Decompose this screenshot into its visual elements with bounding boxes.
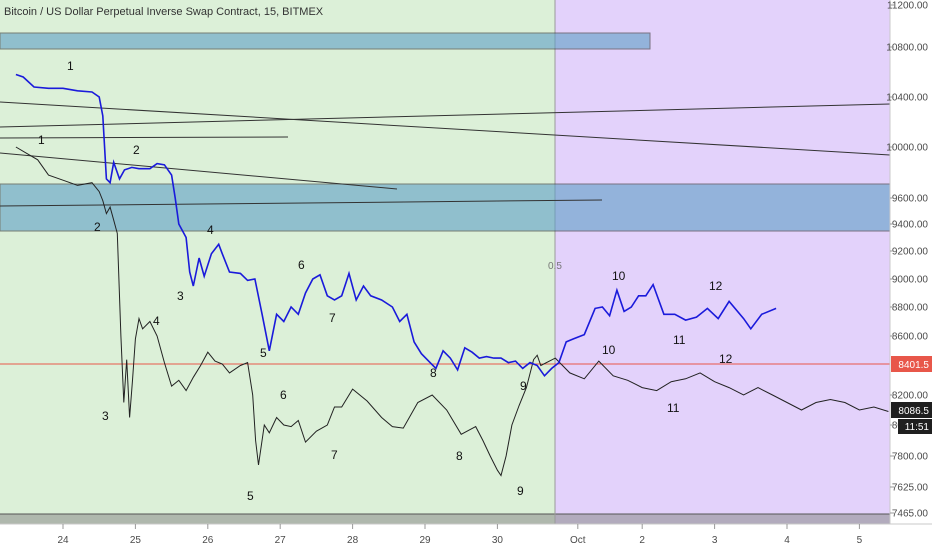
time-tick-label: 4 bbox=[784, 535, 790, 546]
proj-wave-label: 4 bbox=[207, 223, 214, 237]
price-tick-label: 10800.00 bbox=[886, 43, 928, 54]
last-price-tag: 8086.5 bbox=[891, 402, 932, 418]
price-tick-label: 7625.00 bbox=[892, 483, 929, 494]
actual-wave-label: 3 bbox=[102, 409, 109, 423]
proj-wave-label: 6 bbox=[298, 258, 305, 272]
wave-labels-actual: 1 2 3 4 5 6 7 8 9 10 11 12 bbox=[38, 133, 733, 503]
proj-wave-label: 1 bbox=[67, 59, 74, 73]
proj-wave-label: 10 bbox=[612, 269, 626, 283]
price-tick-label: 7800.00 bbox=[892, 452, 929, 463]
wave-labels-projection: 1 2 3 4 5 6 7 8 9 10 11 12 bbox=[67, 59, 723, 393]
actual-wave-label: 9 bbox=[517, 484, 524, 498]
time-tick-label: Oct bbox=[570, 535, 586, 546]
time-tick-label: 29 bbox=[419, 535, 431, 546]
bottom-band bbox=[0, 514, 890, 524]
actual-wave-label: 6 bbox=[280, 388, 287, 402]
fib-level-label: 0.5 bbox=[548, 261, 562, 272]
price-tick-label: 9000.00 bbox=[892, 275, 929, 286]
time-tick-label: 26 bbox=[202, 535, 214, 546]
actual-wave-label: 5 bbox=[247, 489, 254, 503]
price-tick-label: 11200.00 bbox=[887, 1, 928, 12]
price-tick-label: 9600.00 bbox=[892, 194, 929, 205]
proj-wave-label: 11 bbox=[673, 333, 686, 347]
actual-wave-label: 2 bbox=[94, 220, 101, 234]
price-tick-label: 8200.00 bbox=[892, 391, 929, 402]
proj-wave-label: 12 bbox=[709, 279, 723, 293]
time-axis-ticks: 24 25 26 27 28 29 30 Oct 2 3 4 5 bbox=[57, 524, 863, 546]
level-price-tag-text: 8401.5 bbox=[898, 360, 929, 371]
actual-wave-label: 4 bbox=[153, 314, 160, 328]
actual-wave-label: 1 bbox=[38, 133, 45, 147]
proj-wave-label: 9 bbox=[520, 379, 527, 393]
proj-wave-label: 2 bbox=[133, 143, 140, 157]
time-axis[interactable] bbox=[0, 524, 932, 550]
actual-wave-label: 8 bbox=[456, 449, 463, 463]
last-price-tag-text: 8086.5 bbox=[898, 406, 929, 417]
price-tick-label: 8600.00 bbox=[892, 332, 929, 343]
price-axis-ticks: 11200.00 10800.00 10400.00 10000.00 9600.00 9… bbox=[886, 1, 928, 520]
price-tick-label: 10000.00 bbox=[886, 143, 928, 154]
trendline-2[interactable] bbox=[0, 103, 891, 128]
actual-wave-label: 7 bbox=[331, 448, 338, 462]
level-price-tag: 8401.5 bbox=[891, 356, 932, 372]
actual-wave-label: 12 bbox=[719, 352, 733, 366]
time-tick-label: 5 bbox=[857, 535, 863, 546]
trendline-3[interactable] bbox=[0, 136, 289, 139]
price-tick-label: 9400.00 bbox=[892, 220, 929, 231]
proj-wave-label: 3 bbox=[177, 289, 184, 303]
proj-wave-label: 7 bbox=[329, 311, 336, 325]
support-zone[interactable] bbox=[0, 183, 891, 232]
proj-wave-label: 5 bbox=[260, 346, 267, 360]
resistance-zone[interactable] bbox=[0, 32, 651, 50]
history-background bbox=[0, 0, 555, 524]
time-tick-label: 3 bbox=[712, 535, 718, 546]
actual-wave-label: 11 bbox=[667, 401, 680, 415]
time-tick-label: 27 bbox=[275, 535, 287, 546]
price-tick-label: 7465.00 bbox=[892, 509, 929, 520]
time-tick-label: 25 bbox=[130, 535, 142, 546]
series-line-actual bbox=[15, 146, 889, 477]
trendline-4[interactable] bbox=[0, 152, 398, 190]
proj-wave-label: 8 bbox=[430, 366, 437, 380]
time-tick-label: 28 bbox=[347, 535, 359, 546]
countdown-tag: 11:51 bbox=[898, 419, 932, 434]
future-background bbox=[555, 0, 890, 524]
price-tick-label: 9200.00 bbox=[892, 247, 929, 258]
price-tick-label: 8800.00 bbox=[892, 303, 929, 314]
time-tick-label: 2 bbox=[639, 535, 645, 546]
chart-title: Bitcoin / US Dollar Perpetual Inverse Sw… bbox=[4, 6, 324, 18]
trendline-1[interactable] bbox=[0, 101, 891, 156]
time-tick-label: 24 bbox=[57, 535, 69, 546]
countdown-tag-text: 11:51 bbox=[905, 422, 930, 433]
trendline-5[interactable] bbox=[0, 199, 603, 207]
actual-wave-label: 10 bbox=[602, 343, 616, 357]
price-axis[interactable] bbox=[890, 0, 932, 524]
series-line-projection bbox=[15, 73, 777, 378]
price-tick-label: 10400.00 bbox=[886, 93, 928, 104]
time-tick-label: 30 bbox=[492, 535, 504, 546]
